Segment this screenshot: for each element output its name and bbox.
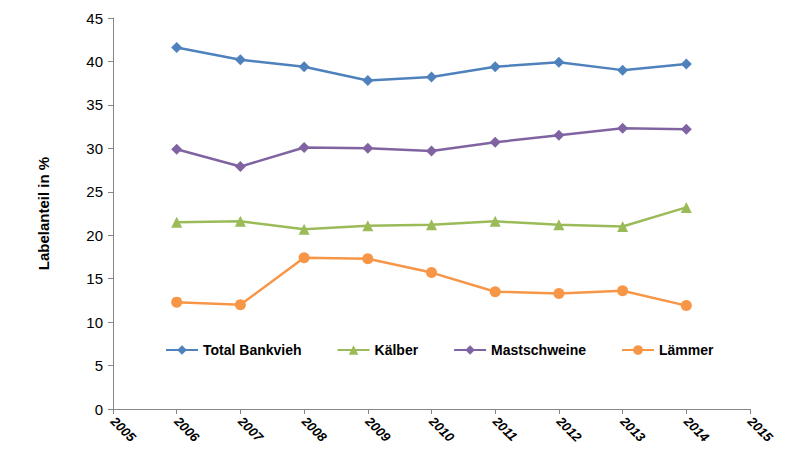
svg-text:2015: 2015 [744, 413, 776, 445]
svg-text:Lämmer: Lämmer [659, 342, 714, 358]
svg-text:2010: 2010 [425, 413, 457, 445]
svg-text:35: 35 [86, 96, 103, 113]
svg-text:2012: 2012 [553, 413, 585, 445]
svg-text:2005: 2005 [107, 413, 139, 445]
svg-text:20: 20 [86, 227, 103, 244]
svg-text:45: 45 [86, 10, 103, 27]
svg-text:2009: 2009 [362, 413, 394, 445]
svg-text:2013: 2013 [617, 413, 649, 445]
svg-text:30: 30 [86, 140, 103, 157]
svg-text:2011: 2011 [489, 413, 520, 444]
svg-text:10: 10 [86, 314, 103, 331]
svg-text:Total Bankvieh: Total Bankvieh [203, 342, 302, 358]
svg-text:5: 5 [95, 357, 103, 374]
svg-text:Mastschweine: Mastschweine [491, 342, 586, 358]
svg-text:Labelanteil in %: Labelanteil in % [35, 157, 52, 270]
svg-text:2007: 2007 [234, 413, 266, 445]
svg-text:2014: 2014 [680, 413, 712, 445]
svg-text:2008: 2008 [298, 413, 330, 445]
svg-text:25: 25 [86, 183, 103, 200]
svg-text:15: 15 [86, 270, 103, 287]
svg-text:2006: 2006 [171, 413, 203, 445]
svg-text:40: 40 [86, 53, 103, 70]
svg-text:0: 0 [95, 401, 103, 418]
svg-text:Kälber: Kälber [375, 342, 419, 358]
